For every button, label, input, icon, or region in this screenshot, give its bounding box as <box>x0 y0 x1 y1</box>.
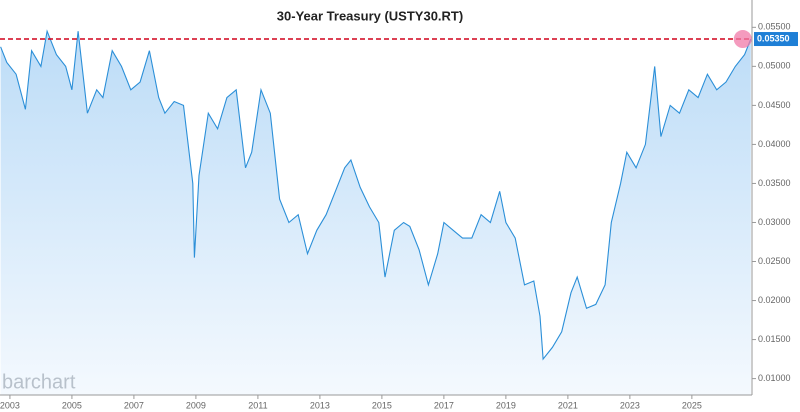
y-tick-label: 0.02000 <box>758 295 791 305</box>
x-tick-label: 2015 <box>372 400 392 410</box>
reference-label: 0.05350 <box>757 33 790 43</box>
x-tick-label: 2009 <box>186 400 206 410</box>
area <box>0 31 751 395</box>
y-tick-label: 0.03500 <box>758 178 791 188</box>
y-tick-label: 0.04500 <box>758 100 791 110</box>
x-tick-label: 2011 <box>248 400 267 410</box>
y-tick-label: 0.05000 <box>758 61 791 71</box>
x-tick-label: 2003 <box>0 400 20 410</box>
x-tick-label: 2013 <box>310 400 330 410</box>
x-tick-label: 2025 <box>682 400 702 410</box>
line <box>0 29 752 361</box>
y-tick-label: 0.05500 <box>758 22 791 32</box>
x-tick-label: 2007 <box>124 400 144 410</box>
last-point-marker <box>733 30 752 49</box>
y-tick-label: 0.04000 <box>758 139 791 149</box>
x-tick-label: 2021 <box>558 400 578 410</box>
chart-title: 30-Year Treasury (USTY30.RT) <box>277 8 463 23</box>
x-tick-label: 2023 <box>620 400 640 410</box>
y-tick-label: 0.03000 <box>758 217 791 227</box>
reference-label-bg <box>754 32 798 47</box>
x-tick-label: 2005 <box>62 400 82 410</box>
x-tick-label: 2019 <box>496 400 516 410</box>
watermark: barchart <box>2 371 76 393</box>
y-tick-label: 0.01500 <box>758 334 791 344</box>
y-tick-label: 0.02500 <box>758 256 791 266</box>
x-tick-label: 2017 <box>434 400 454 410</box>
y-tick-label: 0.01000 <box>758 373 791 383</box>
